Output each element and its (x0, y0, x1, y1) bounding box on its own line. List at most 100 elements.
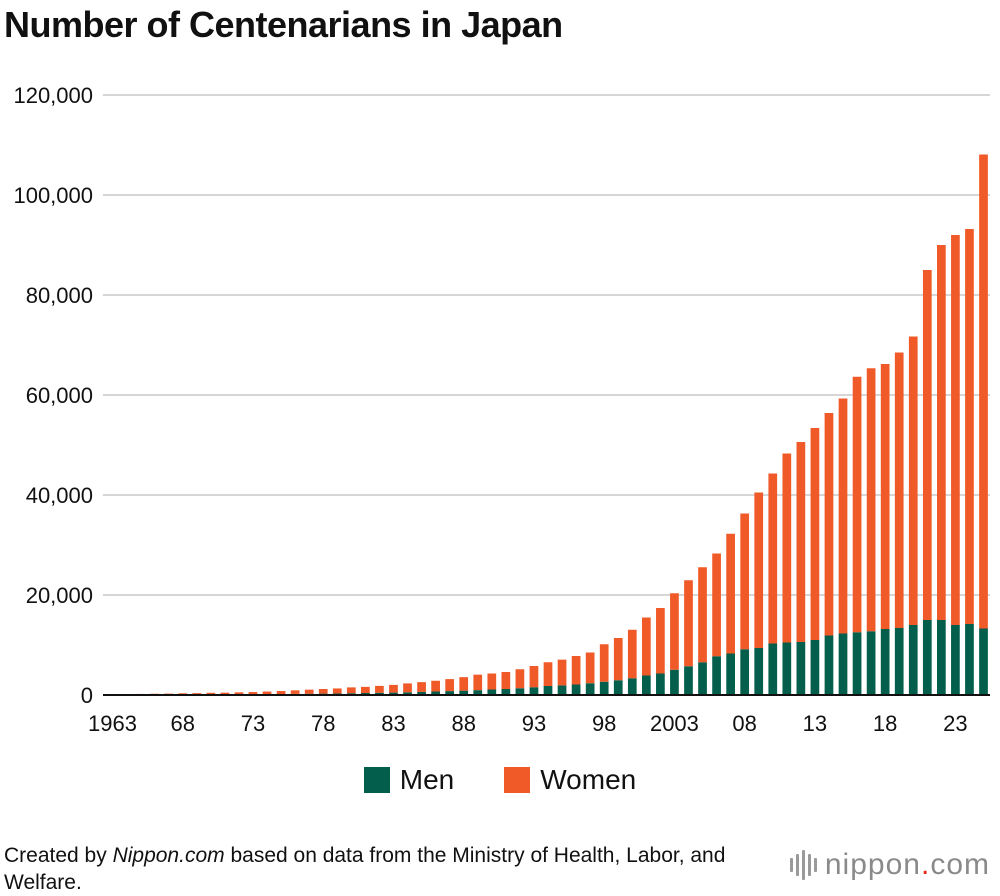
bar-men (544, 686, 553, 695)
bar-women (712, 554, 721, 657)
bar-men (937, 620, 946, 695)
nippon-logo: nippon.com (790, 848, 990, 882)
bar-women (909, 337, 918, 626)
bar-men (586, 683, 595, 695)
y-tick-label: 100,000 (13, 183, 93, 208)
bar-men (712, 656, 721, 695)
bar-women (333, 688, 342, 693)
bar-women (375, 686, 384, 693)
bar-women (487, 674, 496, 690)
bar-men (740, 649, 749, 695)
x-tick-label: 73 (241, 711, 265, 736)
bar-women (319, 689, 328, 694)
bar-women (558, 660, 567, 686)
bar-women (853, 377, 862, 633)
x-tick-label: 08 (732, 711, 756, 736)
bar-women (726, 534, 735, 654)
bar-men (642, 676, 651, 696)
bar-men (782, 643, 791, 696)
source-site: Nippon.com (113, 844, 225, 867)
bar-men (768, 644, 777, 696)
chart-title: Number of Centenarians in Japan (4, 4, 563, 46)
legend-swatch-women (504, 767, 530, 793)
bar-men (909, 625, 918, 695)
bar-women (263, 692, 272, 695)
bar-men (951, 625, 960, 695)
bar-women (417, 682, 426, 692)
bar-women (923, 270, 932, 620)
bar-men (558, 685, 567, 695)
bar-women (431, 681, 440, 692)
bar-women (445, 679, 454, 691)
bar-men (614, 680, 623, 695)
bar-women (951, 235, 960, 625)
bar-men (698, 662, 707, 695)
bar-men (895, 628, 904, 695)
bar-women (698, 567, 707, 662)
bar-men (867, 631, 876, 695)
bar-women (459, 677, 468, 691)
bar-women (361, 687, 370, 693)
legend: Men Women (0, 764, 1000, 796)
bar-women (305, 690, 314, 694)
bar-men (516, 688, 525, 695)
bar-chart: 020,00040,00060,00080,000100,000120,0001… (0, 60, 1000, 740)
legend-item-women: Women (504, 764, 636, 796)
bar-men (825, 636, 834, 696)
bar-women (740, 514, 749, 650)
bar-women (516, 669, 525, 688)
bar-women (586, 653, 595, 684)
bar-women (656, 608, 665, 674)
bar-women (684, 580, 693, 666)
source-note: Created by Nippon.com based on data from… (4, 842, 764, 896)
x-tick-label: 23 (943, 711, 967, 736)
bar-men (923, 620, 932, 695)
y-tick-label: 40,000 (26, 483, 93, 508)
bar-women (867, 368, 876, 631)
bar-women (347, 687, 356, 693)
bar-men (628, 678, 637, 695)
bar-women (277, 691, 286, 694)
legend-swatch-men (364, 767, 390, 793)
x-tick-label: 18 (873, 711, 897, 736)
bar-men (600, 682, 609, 695)
y-tick-label: 60,000 (26, 383, 93, 408)
x-tick-label: 78 (311, 711, 335, 736)
x-tick-label: 2003 (650, 711, 699, 736)
legend-label-women: Women (540, 764, 636, 796)
bar-men (530, 687, 539, 695)
x-tick-label: 88 (451, 711, 475, 736)
y-tick-label: 80,000 (26, 283, 93, 308)
bar-women (572, 656, 581, 685)
bar-women (782, 454, 791, 643)
bar-men (797, 642, 806, 695)
bar-women (628, 630, 637, 679)
x-tick-label: 83 (381, 711, 405, 736)
bar-women (291, 690, 300, 694)
bar-women (839, 399, 848, 634)
bar-women (895, 353, 904, 629)
bar-men (881, 629, 890, 695)
bar-women (389, 685, 398, 693)
bar-men (979, 629, 988, 696)
bar-men (670, 670, 679, 695)
bar-women (881, 364, 890, 629)
bar-men (656, 674, 665, 696)
bar-men (684, 666, 693, 695)
bar-women (937, 245, 946, 620)
bar-men (811, 640, 820, 695)
bar-men (839, 634, 848, 696)
bar-women (965, 229, 974, 624)
bar-women (473, 675, 482, 691)
bar-women (614, 638, 623, 680)
y-tick-label: 120,000 (13, 83, 93, 108)
bar-women (768, 474, 777, 644)
legend-item-men: Men (364, 764, 454, 796)
bar-women (670, 593, 679, 670)
bar-women (530, 666, 539, 687)
bar-women (979, 155, 988, 629)
bar-men (754, 648, 763, 695)
bar-women (797, 442, 806, 642)
bar-women (544, 662, 553, 686)
bar-women (754, 493, 763, 649)
